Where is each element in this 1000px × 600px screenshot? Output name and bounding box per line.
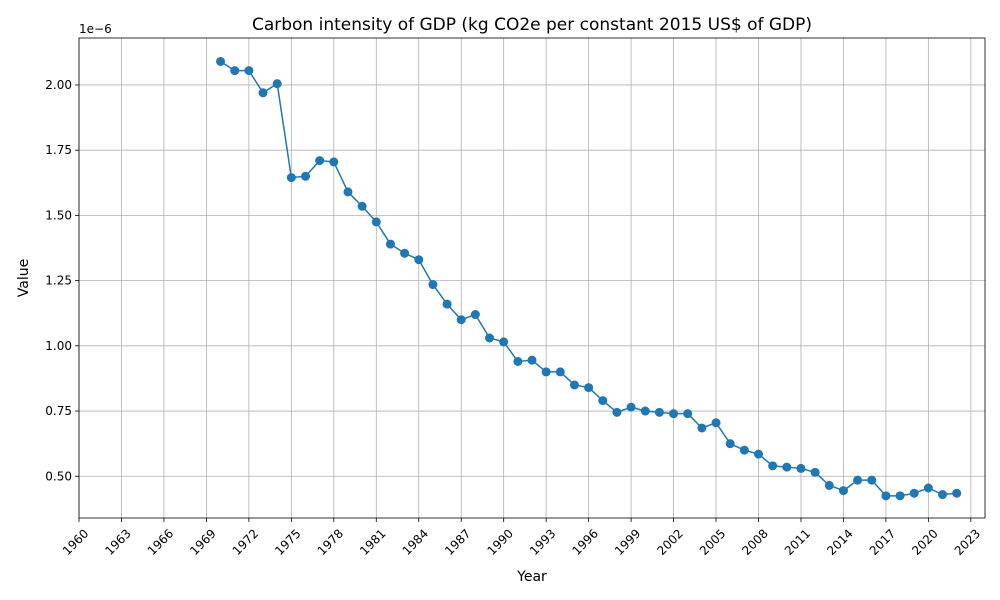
data-point: [541, 367, 551, 377]
y-tick-label: 1.50: [45, 208, 72, 222]
data-point: [527, 355, 537, 365]
data-point: [640, 406, 650, 416]
data-point: [216, 56, 226, 66]
data-point: [867, 475, 877, 485]
data-point: [683, 409, 693, 419]
data-point: [796, 463, 806, 473]
data-point: [414, 255, 424, 265]
data-point: [909, 488, 919, 498]
y-tick-label: 0.50: [45, 469, 72, 483]
data-point: [357, 201, 367, 211]
y-tick-label: 0.75: [45, 404, 72, 418]
data-point: [400, 248, 410, 258]
data-point: [584, 383, 594, 393]
data-point: [470, 310, 480, 320]
data-point: [385, 239, 395, 249]
y-offset-label: 1e−6: [79, 22, 112, 36]
data-point: [739, 445, 749, 455]
data-point: [895, 491, 905, 501]
data-point: [485, 333, 495, 343]
data-point: [626, 402, 636, 412]
data-point: [697, 423, 707, 433]
y-tick-label: 1.75: [45, 143, 72, 157]
data-point: [612, 407, 622, 417]
data-point: [272, 79, 282, 89]
x-axis-title: Year: [516, 569, 547, 585]
data-point: [513, 356, 523, 366]
data-point: [725, 439, 735, 449]
data-point: [598, 396, 608, 406]
data-point: [938, 490, 948, 500]
data-point: [923, 483, 933, 493]
data-point: [711, 418, 721, 428]
data-point: [838, 486, 848, 496]
data-point: [768, 461, 778, 471]
data-point: [456, 315, 466, 325]
data-point: [555, 367, 565, 377]
data-point: [244, 66, 254, 76]
data-point: [258, 88, 268, 98]
data-point: [343, 187, 353, 197]
y-axis: 0.50 0.75 1.00 1.25 1.50 1.75 2.00: [45, 78, 79, 483]
data-point: [669, 409, 679, 419]
data-point: [442, 299, 452, 309]
data-point: [754, 449, 763, 459]
data-point: [810, 467, 820, 477]
data-point: [824, 480, 834, 490]
data-point: [569, 380, 579, 390]
data-point: [853, 475, 863, 485]
series-layer: [216, 56, 962, 501]
data-point: [499, 337, 509, 347]
data-point: [329, 157, 339, 167]
data-point: [428, 280, 438, 290]
y-axis-title: Value: [16, 259, 32, 297]
chart-title: Carbon intensity of GDP (kg CO2e per con…: [252, 15, 812, 35]
data-point: [286, 173, 296, 183]
data-point: [782, 462, 792, 472]
data-point: [230, 66, 240, 76]
plot-area: [79, 38, 985, 518]
data-point: [371, 217, 381, 227]
y-tick-label: 1.25: [45, 274, 72, 288]
data-point: [952, 488, 962, 498]
data-point: [881, 491, 891, 501]
y-tick-label: 1.00: [45, 339, 72, 353]
grid: [78, 38, 985, 518]
plot-frame: [78, 37, 986, 519]
data-point: [315, 156, 325, 166]
data-point: [654, 407, 664, 417]
data-point: [301, 171, 310, 181]
y-tick-label: 2.00: [45, 78, 72, 92]
